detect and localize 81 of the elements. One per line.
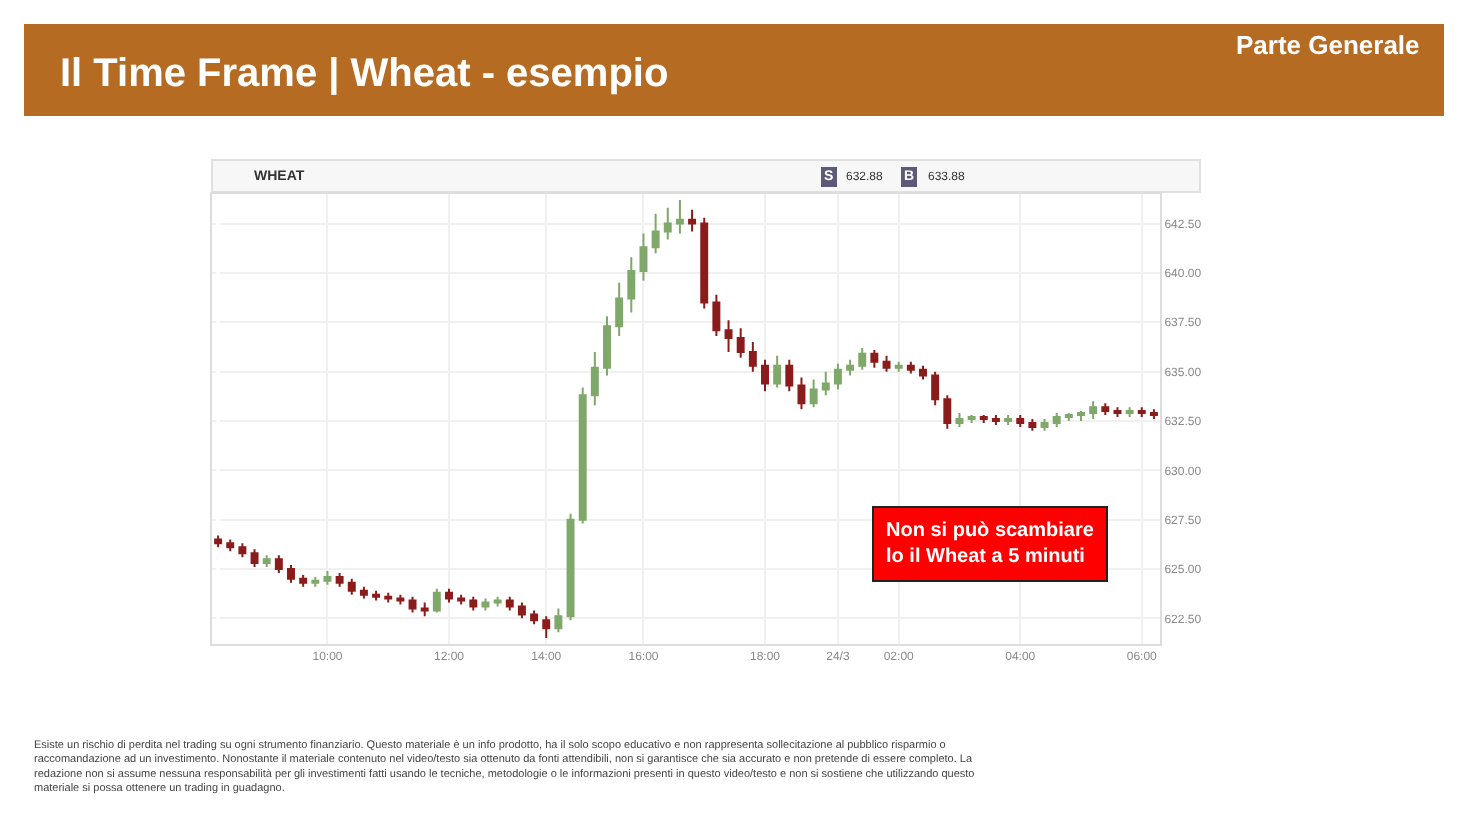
candlestick (493, 595, 502, 608)
candlestick (578, 386, 587, 525)
candlestick (688, 208, 697, 233)
candlestick (420, 601, 429, 618)
candlestick (262, 554, 271, 569)
candlestick (542, 615, 551, 640)
candlestick (821, 370, 830, 397)
candlestick (505, 595, 514, 612)
candlestick (761, 358, 769, 393)
candlestick (663, 206, 672, 241)
candlestick (797, 376, 806, 411)
candlestick (1149, 408, 1158, 420)
candlestick (833, 362, 842, 391)
candlestick (1004, 414, 1013, 426)
candlestick (700, 216, 709, 310)
candlestick (250, 548, 259, 569)
candlestick (396, 593, 405, 606)
candlestick (943, 394, 952, 430)
candlestick (274, 554, 283, 574)
candlestick (724, 319, 733, 353)
candlestick (773, 354, 782, 389)
candlestick (432, 587, 441, 614)
candlestick (809, 378, 818, 409)
candlestick (712, 293, 721, 338)
candlestick (1040, 418, 1049, 432)
candlestick (882, 354, 891, 373)
candlestick (846, 358, 855, 377)
candlestick (1016, 414, 1025, 428)
candlestick (359, 585, 368, 600)
candlestick (287, 564, 295, 584)
candlestick (1028, 418, 1037, 432)
candlestick (785, 358, 794, 393)
chart-title: Il Time Frame | Wheat - esempio (60, 52, 669, 96)
annotation: Non si può scambiare lo il Wheat a 5 minuti (886, 520, 1095, 568)
candlestick (372, 589, 381, 602)
candlestick (323, 569, 332, 586)
candlestick (590, 350, 599, 407)
candlestick (858, 346, 867, 371)
candlestick (906, 360, 915, 375)
candlestick (991, 414, 1000, 426)
candlestick (615, 281, 624, 338)
candlestick (1077, 410, 1085, 422)
candlestick (1064, 412, 1073, 422)
candlestick (919, 364, 927, 381)
candlestick (311, 575, 320, 588)
candlestick (955, 412, 964, 428)
candlestick (517, 601, 526, 620)
candlestick (967, 414, 976, 424)
candlestick (931, 370, 940, 407)
candlestick (870, 348, 879, 369)
candlestick (603, 315, 611, 377)
candlestick (1089, 400, 1098, 420)
candlestick (894, 360, 903, 373)
candlestick (445, 587, 453, 604)
candlestick (651, 212, 660, 255)
candlestick (226, 538, 235, 553)
candlestick (736, 327, 745, 359)
candlestick (1137, 406, 1146, 419)
candlestick (554, 607, 563, 634)
candlestick (748, 341, 757, 373)
candlestick (457, 593, 466, 606)
text: Parte Generale (1236, 30, 1420, 60)
candlestick (530, 609, 539, 626)
candlestick (299, 573, 308, 588)
candlestick (1113, 406, 1122, 419)
candlestick (1125, 406, 1134, 419)
candlestick (238, 542, 247, 559)
candlestick (639, 232, 648, 282)
candlestick (408, 595, 417, 614)
candlestick (627, 256, 636, 314)
candlestick (214, 534, 223, 549)
candlestick (979, 414, 988, 424)
candlestick (566, 512, 575, 622)
candlestick (675, 198, 684, 235)
candlestick (1052, 412, 1061, 428)
candlestick (1101, 402, 1110, 417)
candlestick (384, 591, 393, 604)
candlestick (335, 571, 344, 588)
candlestick (481, 597, 490, 612)
candlestick (469, 595, 478, 612)
candlestick (347, 577, 356, 596)
